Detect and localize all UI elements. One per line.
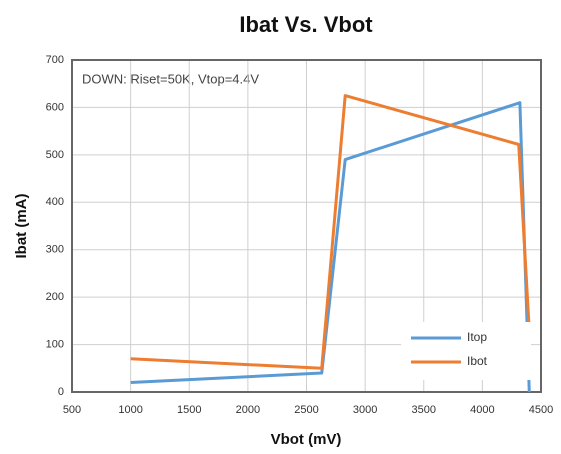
- legend-box: [401, 322, 531, 380]
- x-tick-label: 500: [63, 404, 81, 416]
- y-tick-label: 100: [46, 338, 64, 350]
- y-tick-label: 700: [46, 54, 64, 66]
- x-tick-label: 4000: [470, 404, 494, 416]
- x-tick-label: 3500: [412, 404, 436, 416]
- x-axis-label: Vbot (mV): [271, 431, 342, 448]
- x-tick-label: 1500: [177, 404, 201, 416]
- y-tick-label: 200: [46, 291, 64, 303]
- legend-label: Itop: [467, 330, 487, 344]
- line-series: [130, 94, 531, 370]
- legend-label: Ibot: [467, 354, 488, 368]
- y-tick-label: 400: [46, 196, 64, 208]
- y-tick-label: 0: [58, 386, 64, 398]
- y-tick-label: 600: [46, 101, 64, 113]
- plot-border: [71, 59, 542, 393]
- annotation: DOWN: Riset=50K, Vtop=4.4V: [82, 71, 259, 86]
- x-tick-label: 3000: [353, 404, 377, 416]
- y-tick-label: 300: [46, 244, 64, 256]
- chart-title: Ibat Vs. Vbot: [239, 12, 373, 37]
- y-tick-label: 500: [46, 149, 64, 161]
- x-tick-label: 2000: [236, 404, 260, 416]
- y-axis-label: Ibat (mA): [13, 194, 30, 259]
- x-tick-label: 4500: [529, 404, 553, 416]
- x-tick-label: 2500: [294, 404, 318, 416]
- x-tick-label: 1000: [118, 404, 142, 416]
